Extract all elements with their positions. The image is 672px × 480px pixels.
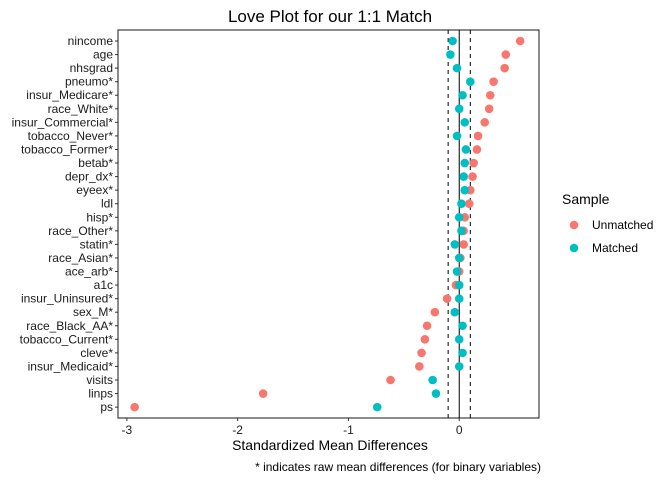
point-matched (454, 280, 464, 290)
y-tick-label: race_Asian* (48, 251, 113, 265)
point-matched (428, 375, 437, 385)
chart-title: Love Plot for our 1:1 Match (228, 7, 432, 26)
x-axis-ticks: -3 -2 -1 0 (122, 418, 463, 437)
point-matched (454, 104, 464, 114)
y-axis-labels: nincomeagenhsgradpneumo*insur_Medicare*r… (12, 34, 114, 414)
point-unmatched (468, 172, 477, 181)
point-matched (454, 362, 464, 371)
point-matched (461, 145, 471, 154)
legend-label-unmatched: Unmatched (592, 218, 653, 232)
point-unmatched (469, 158, 478, 168)
point-matched (460, 158, 470, 168)
y-tick-label: betab* (78, 156, 113, 170)
point-matched (450, 307, 460, 317)
point-unmatched (420, 335, 430, 344)
y-tick-label: ace_arb* (65, 265, 113, 279)
y-tick-label: race_Other* (48, 224, 113, 238)
point-unmatched (442, 294, 452, 303)
point-matched (431, 389, 441, 398)
y-tick-label: sex_M* (73, 305, 113, 319)
point-matched (454, 212, 464, 222)
point-unmatched (430, 307, 440, 317)
y-tick-label: tobacco_Never* (28, 129, 114, 143)
y-tick-label: tobacco_Current* (20, 332, 114, 346)
point-unmatched (500, 63, 509, 73)
point-matched (452, 131, 462, 141)
y-tick-label: nincome (68, 34, 114, 48)
x-tick-label: -2 (232, 423, 243, 437)
y-tick-label: eyeex* (76, 183, 113, 197)
point-unmatched (501, 50, 511, 59)
point-unmatched (459, 240, 468, 249)
legend-title: Sample (562, 191, 610, 207)
point-unmatched (130, 402, 139, 412)
point-matched (460, 185, 470, 195)
x-axis-title: Standardized Mean Differences (232, 437, 428, 453)
point-matched (460, 118, 470, 127)
y-tick-label: race_Black_AA* (26, 319, 113, 333)
point-matched (454, 294, 464, 303)
point-unmatched (417, 348, 426, 358)
y-tick-label: nhsgrad (70, 61, 113, 75)
plot-panel (117, 29, 540, 419)
point-matched (457, 199, 466, 209)
point-unmatched (386, 375, 395, 385)
point-unmatched (480, 118, 490, 127)
point-unmatched (489, 77, 498, 86)
y-tick-label: insur_Medicaid* (28, 359, 114, 373)
y-tick-label: cleve* (80, 346, 113, 360)
legend-key-unmatched (569, 220, 579, 230)
point-matched (466, 77, 475, 86)
y-tick-label: pneumo* (65, 75, 113, 89)
y-tick-label: visits (86, 373, 113, 387)
point-matched (457, 226, 466, 236)
x-tick-label: 0 (456, 423, 463, 437)
point-unmatched (473, 131, 483, 141)
y-tick-label: ps (100, 400, 113, 414)
y-tick-label: tobacco_Former* (21, 142, 113, 156)
point-unmatched (472, 145, 482, 154)
x-tick-label: -3 (122, 423, 133, 437)
y-tick-label: hisp* (86, 210, 113, 224)
point-unmatched (464, 199, 474, 209)
y-tick-label: race_White* (48, 102, 114, 116)
x-tick-label: -1 (343, 423, 354, 437)
y-tick-label: depr_dx* (65, 170, 113, 184)
point-unmatched (485, 90, 495, 100)
point-matched (450, 240, 460, 249)
series-matched (372, 36, 475, 412)
y-tick-label: a1c (94, 278, 113, 292)
point-matched (448, 36, 457, 46)
point-unmatched (484, 104, 494, 114)
point-unmatched (515, 36, 525, 46)
point-matched (458, 321, 467, 331)
legend-label-matched: Matched (592, 241, 638, 255)
point-matched (452, 267, 462, 276)
point-matched (458, 348, 467, 358)
y-tick-label: age (93, 48, 113, 62)
caption: * indicates raw mean differences (for bi… (255, 460, 541, 474)
y-tick-label: statin* (80, 237, 114, 251)
point-matched (454, 335, 464, 344)
point-matched (454, 253, 464, 263)
legend-key-matched (569, 243, 579, 253)
y-tick-label: ldl (101, 197, 113, 211)
point-matched (372, 402, 382, 412)
point-matched (458, 90, 467, 100)
point-unmatched (258, 389, 268, 398)
point-matched (459, 172, 468, 181)
point-unmatched (415, 362, 424, 371)
y-tick-label: insur_Commercial* (12, 115, 114, 129)
point-unmatched (422, 321, 432, 331)
y-tick-label: linps (88, 387, 113, 401)
point-matched (446, 50, 455, 59)
point-matched (452, 63, 462, 73)
y-tick-label: insur_Uninsured* (21, 292, 113, 306)
legend: Sample Unmatched Matched (562, 191, 653, 255)
y-tick-label: insur_Medicare* (26, 88, 113, 102)
reference-lines (447, 30, 471, 418)
